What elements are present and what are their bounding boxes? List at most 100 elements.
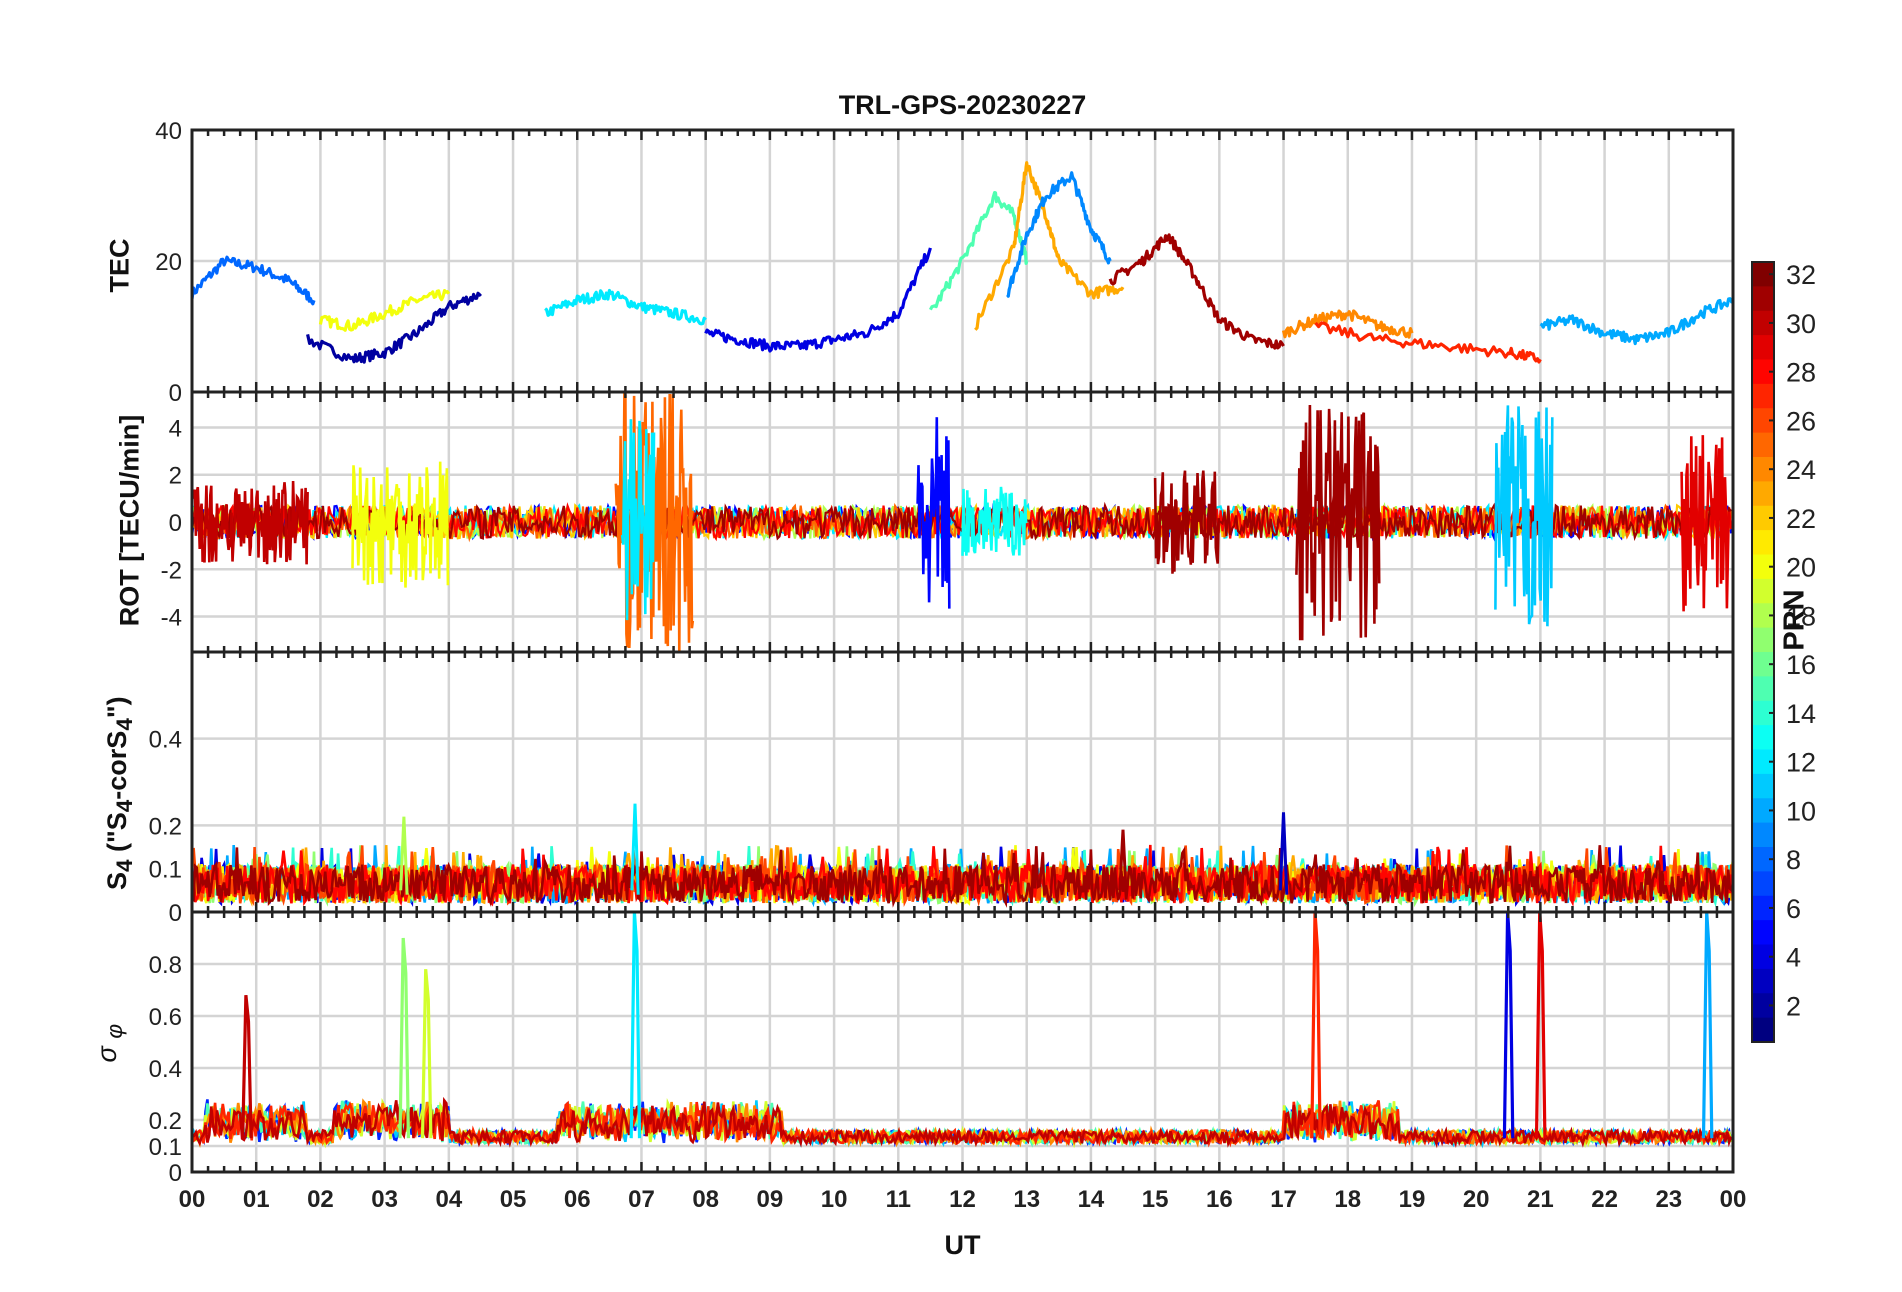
colorbar-cell-17 [1752, 627, 1774, 653]
colorbar-cell-5 [1752, 920, 1774, 946]
x-tick-label: 06 [564, 1186, 591, 1213]
colorbar-tick-label: 26 [1786, 406, 1816, 436]
colorbar-tick-label: 22 [1786, 504, 1816, 534]
colorbar-cell-7 [1752, 871, 1774, 897]
tec-series-prn-23 [974, 161, 1125, 331]
y-tick-label: 0.4 [149, 1056, 182, 1083]
tec-series-prn-20 [318, 289, 451, 332]
rot-burst-prn-12 [620, 419, 656, 621]
sigma-peak-prn-4 [1502, 912, 1515, 1139]
s4-ylabel: S4 ("S4-corS4") [101, 696, 138, 891]
colorbar-cell-26 [1752, 408, 1774, 434]
x-tick-label: 20 [1463, 1186, 1490, 1213]
sigma-peak-prn-29 [1534, 912, 1547, 1139]
y-tick-label: 0 [169, 380, 182, 407]
tec-series-prn-31 [1108, 233, 1285, 350]
y-tick-label: 2 [169, 463, 182, 490]
colorbar-cell-6 [1752, 895, 1774, 921]
colorbar-tick-label: 28 [1786, 358, 1816, 388]
x-tick-label: 08 [692, 1186, 719, 1213]
colorbar-tick-label: 14 [1786, 699, 1816, 729]
colorbar-tick-label: 32 [1786, 260, 1816, 290]
x-tick-label: 00 [1720, 1186, 1747, 1213]
colorbar-cell-21 [1752, 530, 1774, 556]
colorbar-cell-32 [1752, 262, 1774, 287]
colorbar-cell-24 [1752, 457, 1774, 482]
tec-series-prn-10 [1539, 297, 1733, 346]
colorbar-tick-label: 20 [1786, 553, 1816, 583]
tec-series-prn-12 [544, 288, 707, 326]
colorbar-tick-label: 24 [1786, 455, 1816, 485]
colorbar-cell-2 [1752, 993, 1774, 1019]
x-tick-label: 02 [307, 1186, 334, 1213]
x-tick-label: 16 [1206, 1186, 1233, 1213]
x-tick-label: 13 [1013, 1186, 1040, 1213]
s4-peak-prn-31 [1118, 829, 1128, 895]
colorbar-border [1751, 261, 1775, 1043]
x-tick-label: 07 [628, 1186, 655, 1213]
colorbar-cell-1 [1752, 1017, 1774, 1043]
y-tick-label: 0 [169, 900, 182, 927]
colorbar-cell-18 [1752, 603, 1774, 629]
colorbar-cell-25 [1752, 432, 1774, 458]
colorbar-tick-label: 12 [1786, 748, 1816, 778]
sigma-peak-prn-17 [398, 937, 410, 1139]
s4-peak-prn-18 [399, 816, 409, 895]
x-tick-label: 17 [1270, 1186, 1297, 1213]
sigma-phi-panel: 00.10.2 0.4 0.6 0.8 [149, 910, 1735, 1187]
sigma-peak-prn-30 [241, 995, 253, 1139]
x-tick-labels: 00 01 02 03 04 05 06 07 08 09 10 11 12 13 14 15 16 17 18 19… [179, 1186, 1747, 1213]
y-tick-label: 0 [169, 1160, 182, 1187]
x-tick-label: 22 [1591, 1186, 1618, 1213]
sigma-peak-prn-27 [1310, 912, 1322, 1139]
y-tick-label: 0.6 [149, 1004, 182, 1031]
y-tick-label: 0.1 [149, 1134, 182, 1161]
colorbar-tick-label: 2 [1786, 991, 1801, 1021]
y-tick-label: 40 [155, 118, 182, 145]
colorbar-tick-label: 6 [1786, 894, 1801, 924]
x-tick-label: 12 [949, 1186, 976, 1213]
s4-peak-prn-3 [1278, 812, 1289, 895]
y-tick-label: 0.8 [149, 952, 182, 979]
rot-burst-prn-31 [1295, 404, 1381, 641]
colorbar-cell-23 [1752, 481, 1774, 507]
x-tick-label: 21 [1527, 1186, 1554, 1213]
colorbar-cell-16 [1752, 652, 1774, 677]
tec-series-prn-15 [928, 191, 1029, 311]
y-tick-label: 4 [169, 415, 182, 442]
colorbar-tick-label: 10 [1786, 796, 1816, 826]
x-tick-label: 04 [435, 1186, 462, 1213]
x-tick-label: 19 [1399, 1186, 1426, 1213]
colorbar-cell-20 [1752, 554, 1774, 580]
sigma-peak-prn-19 [420, 969, 433, 1139]
s4-series-prn-31 [192, 845, 1733, 908]
colorbar-cell-10 [1752, 798, 1774, 824]
x-tick-label: 15 [1142, 1186, 1169, 1213]
colorbar-cell-28 [1752, 359, 1774, 385]
colorbar-cell-9 [1752, 822, 1774, 848]
x-tick-label: 14 [1078, 1186, 1105, 1213]
tec-series-prn-24 [1281, 309, 1414, 339]
colorbar-cell-30 [1752, 310, 1774, 336]
colorbar-cell-13 [1752, 725, 1774, 751]
tec-series-prn-2 [306, 291, 482, 364]
colorbar-cell-27 [1752, 383, 1774, 409]
rot-burst-prn-29 [1680, 435, 1731, 612]
rot-burst-prn-13 [961, 486, 1028, 556]
x-tick-label: 03 [371, 1186, 398, 1213]
colorbar-cell-15 [1752, 676, 1774, 702]
x-axis-label: UT [944, 1230, 981, 1260]
x-tick-label: 00 [179, 1186, 206, 1213]
tec-series-prn-8 [192, 255, 316, 306]
tec-series-prn-9 [1006, 171, 1112, 298]
x-tick-label: 18 [1334, 1186, 1361, 1213]
s4-peak-prn-12 [630, 803, 640, 895]
colorbar-tick-label: 30 [1786, 309, 1816, 339]
s4-panel: 0 0.1 0.2 0.4 [149, 650, 1735, 927]
colorbar-cell-31 [1752, 286, 1774, 312]
tec-series-prn-27 [1314, 321, 1542, 364]
colorbar-cell-11 [1752, 773, 1774, 799]
x-tick-label: 01 [243, 1186, 270, 1213]
